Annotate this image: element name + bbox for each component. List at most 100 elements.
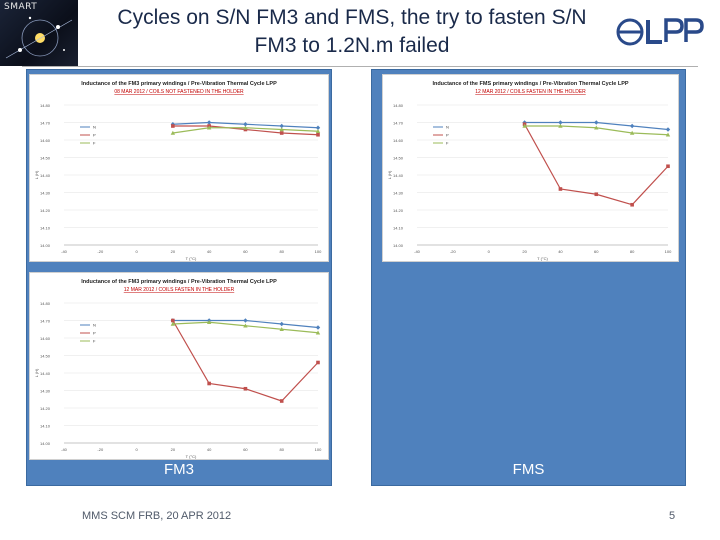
x-tick-label: 100 bbox=[315, 447, 322, 452]
y-tick-label: 14.00 bbox=[393, 243, 404, 248]
data-point bbox=[206, 120, 212, 125]
x-tick-label: 80 bbox=[630, 249, 635, 254]
data-point bbox=[522, 123, 527, 128]
panel-label-fms: FMS bbox=[512, 461, 545, 478]
legend-label: P bbox=[93, 331, 96, 336]
y-tick-label: 14.60 bbox=[40, 336, 51, 341]
x-tick-label: -20 bbox=[97, 249, 104, 254]
legend-label: F bbox=[446, 141, 449, 146]
x-axis-label: T (°C) bbox=[186, 256, 197, 261]
y-tick-label: 14.10 bbox=[393, 226, 404, 231]
x-tick-label: -20 bbox=[450, 249, 457, 254]
data-point bbox=[279, 321, 284, 327]
legend-label: N bbox=[446, 125, 449, 130]
y-tick-label: 14.30 bbox=[40, 191, 51, 196]
data-point bbox=[666, 164, 670, 169]
chart-subtitle: 12 MAR 2012 / COILS FASTEN IN THE HOLDER bbox=[475, 89, 586, 95]
chart-fm3-fastened: Inductance of the FM3 primary windings /… bbox=[34, 279, 322, 459]
x-tick-label: 0 bbox=[135, 447, 138, 452]
y-tick-label: 14.20 bbox=[393, 208, 404, 213]
x-tick-label: 40 bbox=[207, 447, 212, 452]
chart-fms-fastened: Inductance of the FMS primary windings /… bbox=[387, 81, 672, 261]
y-tick-label: 14.40 bbox=[40, 173, 51, 178]
x-tick-label: 80 bbox=[279, 249, 284, 254]
slide-title-line2: FM3 to 1.2N.m failed bbox=[254, 34, 450, 57]
x-tick-label: -40 bbox=[414, 249, 421, 254]
legend-label: P bbox=[446, 133, 449, 138]
data-point bbox=[279, 399, 284, 403]
data-point bbox=[243, 318, 248, 323]
data-point bbox=[665, 127, 671, 132]
smart-logo: SMART bbox=[0, 0, 78, 66]
y-tick-label: 14.20 bbox=[40, 406, 51, 411]
y-tick-label: 14.70 bbox=[40, 319, 51, 324]
data-point bbox=[629, 130, 635, 135]
x-tick-label: 60 bbox=[243, 447, 248, 452]
panel-fm3: Inductance of the FM3 primary windings /… bbox=[26, 69, 332, 486]
chart-fm3-unfastened: Inductance of the FM3 primary windings /… bbox=[34, 81, 322, 261]
y-tick-label: 14.30 bbox=[393, 191, 404, 196]
legend-label: N bbox=[93, 125, 96, 130]
y-axis-label: L (H) bbox=[34, 368, 39, 377]
slide-title-line1: Cycles on S/N FM3 and FMS, the try to fa… bbox=[117, 6, 587, 29]
smart-logo-text: SMART bbox=[4, 2, 38, 12]
legend-label: F bbox=[93, 141, 96, 146]
data-point bbox=[207, 381, 211, 386]
data-point bbox=[279, 123, 284, 129]
chart-card-fm3-unfastened: Inductance of the FM3 primary windings /… bbox=[29, 74, 329, 262]
chart-subtitle: 12 MAR 2012 / COILS FASTEN IN THE HOLDER bbox=[124, 287, 235, 293]
data-point bbox=[279, 327, 284, 332]
y-axis-label: L (H) bbox=[34, 170, 39, 179]
x-tick-label: 40 bbox=[207, 249, 212, 254]
data-point bbox=[243, 122, 248, 127]
y-tick-label: 14.40 bbox=[393, 173, 404, 178]
x-tick-label: 20 bbox=[522, 249, 527, 254]
x-tick-label: 100 bbox=[665, 249, 672, 254]
data-point bbox=[665, 132, 671, 137]
data-point bbox=[630, 202, 634, 207]
data-point bbox=[243, 323, 248, 328]
y-tick-label: 14.70 bbox=[393, 121, 404, 126]
chart-card-fm3-fastened: Inductance of the FM3 primary windings /… bbox=[29, 272, 329, 460]
legend-label: P bbox=[93, 133, 96, 138]
y-tick-label: 14.20 bbox=[40, 208, 51, 213]
chart-title: Inductance of the FMS primary windings /… bbox=[432, 81, 628, 87]
x-tick-label: 20 bbox=[171, 249, 176, 254]
y-tick-label: 14.10 bbox=[40, 424, 51, 429]
legend-label: F bbox=[93, 339, 96, 344]
data-point bbox=[206, 320, 212, 325]
page-number: 5 bbox=[669, 510, 676, 522]
data-point bbox=[594, 120, 599, 125]
x-tick-label: 20 bbox=[171, 447, 176, 452]
data-point bbox=[558, 187, 563, 191]
data-point bbox=[206, 125, 212, 130]
data-point bbox=[594, 125, 599, 130]
x-tick-label: 0 bbox=[135, 249, 138, 254]
chart-subtitle: 08 MAR 2012 / COILS NOT FASTENED IN THE … bbox=[114, 89, 244, 95]
y-tick-label: 14.00 bbox=[40, 243, 51, 248]
x-tick-label: 60 bbox=[594, 249, 599, 254]
x-tick-label: 80 bbox=[279, 447, 284, 452]
y-tick-label: 14.10 bbox=[40, 226, 51, 231]
x-tick-label: 0 bbox=[488, 249, 491, 254]
data-point bbox=[316, 360, 320, 365]
x-tick-label: -40 bbox=[61, 447, 68, 452]
y-tick-label: 14.30 bbox=[40, 389, 51, 394]
x-axis-label: T (°C) bbox=[186, 454, 197, 459]
lpp-logo-graphic bbox=[616, 18, 704, 46]
data-point bbox=[316, 132, 320, 137]
data-point bbox=[558, 123, 563, 128]
data-point bbox=[594, 192, 599, 197]
data-point bbox=[315, 325, 321, 330]
data-point bbox=[315, 330, 321, 335]
data-point bbox=[243, 125, 248, 130]
data-point bbox=[558, 120, 563, 125]
x-tick-label: 60 bbox=[243, 249, 248, 254]
data-point bbox=[629, 123, 635, 129]
chart-card-fms-fastened: Inductance of the FMS primary windings /… bbox=[382, 74, 679, 262]
y-tick-label: 14.60 bbox=[40, 138, 51, 143]
x-tick-label: -20 bbox=[97, 447, 104, 452]
y-tick-label: 14.80 bbox=[40, 301, 51, 306]
data-point bbox=[170, 130, 176, 135]
x-tick-label: 100 bbox=[315, 249, 322, 254]
